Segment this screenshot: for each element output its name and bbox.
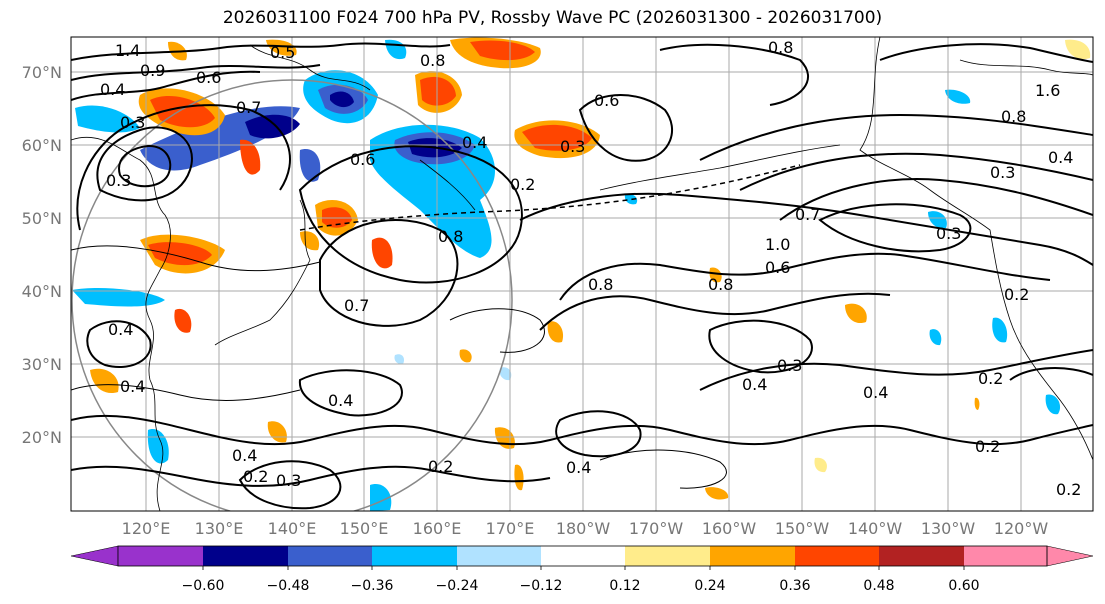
colorbar-cell <box>288 546 372 566</box>
contour-label: 0.4 <box>232 446 257 465</box>
lon-label: 130°E <box>195 519 244 538</box>
lat-label-30n: 30°N <box>22 355 62 374</box>
colorbar-tick: 0.48 <box>863 578 894 594</box>
contour-label: 0.6 <box>350 150 375 169</box>
colorbar-tick: −0.48 <box>267 578 310 594</box>
contour-label: 0.8 <box>420 51 445 70</box>
contour-label: 0.3 <box>106 171 131 190</box>
contour-label: 0.3 <box>276 471 301 490</box>
contour-label: 0.4 <box>742 375 767 394</box>
contour-label: 0.8 <box>1001 107 1026 126</box>
colorbar-cell <box>795 546 879 566</box>
colorbar-tick: −0.12 <box>520 578 563 594</box>
contour-label: 0.7 <box>344 296 369 315</box>
contour-label: 0.3 <box>936 224 961 243</box>
colorbar-tick: 0.12 <box>609 578 640 594</box>
lon-label: 120°E <box>122 519 171 538</box>
lon-label: 120°W <box>994 519 1049 538</box>
contour-label: 0.5 <box>270 43 295 62</box>
lat-label-20n: 20°N <box>22 428 62 447</box>
lon-label: 150°E <box>340 519 389 538</box>
lon-label: 170°E <box>486 519 535 538</box>
contour-label: 0.4 <box>120 377 145 396</box>
lon-label: 150°W <box>775 519 830 538</box>
colorbar-under-arrow <box>70 545 119 567</box>
pv-contours <box>71 42 1093 510</box>
colorbar-cell <box>625 546 710 566</box>
contour-label: 0.6 <box>196 68 221 87</box>
lon-label: 160°W <box>702 519 757 538</box>
contour-label: 0.2 <box>975 437 1000 456</box>
contour-label: 0.3 <box>777 356 802 375</box>
colorbar-cell <box>118 546 203 566</box>
colorbar-tick: −0.24 <box>436 578 479 594</box>
latitude-labels: 70°N 60°N 50°N 40°N 30°N 20°N <box>22 63 62 447</box>
contour-label: 0.2 <box>243 467 268 486</box>
contour-label: 0.6 <box>765 258 790 277</box>
contour-label: 0.9 <box>140 61 165 80</box>
colorbar-cell <box>710 546 795 566</box>
colorbar-cell <box>372 546 457 566</box>
pv-contours-thin <box>71 245 727 489</box>
contour-label: 0.3 <box>990 163 1015 182</box>
contour-label: 0.8 <box>768 38 793 57</box>
colorbar-tick: 0.36 <box>779 578 810 594</box>
colorbar-cell <box>879 546 964 566</box>
lon-label: 130°W <box>921 519 976 538</box>
lon-label: 170°W <box>629 519 684 538</box>
contour-labels: 1.4 0.9 0.6 0.4 0.3 0.7 0.6 0.8 0.4 0.3 … <box>100 38 1081 499</box>
contour-label: 1.0 <box>765 235 790 254</box>
contour-label: 0.4 <box>108 320 133 339</box>
contour-label: 0.4 <box>1048 148 1073 167</box>
colorbar-frame <box>117 545 1048 567</box>
lon-label: 180°W <box>556 519 611 538</box>
contour-label: 0.7 <box>236 98 261 117</box>
contour-label: 0.2 <box>510 175 535 194</box>
colorbar-cell <box>541 546 625 566</box>
contour-label: 0.4 <box>566 458 591 477</box>
lon-label: 140°W <box>848 519 903 538</box>
colorbar: −0.60 −0.48 −0.36 −0.24 −0.12 0.12 0.24 … <box>70 545 1094 594</box>
colorbar-tick: 0.60 <box>948 578 979 594</box>
colorbar-tick: 0.24 <box>694 578 725 594</box>
contour-label: 0.6 <box>594 91 619 110</box>
contour-label: 0.3 <box>120 113 145 132</box>
contour-label: 0.7 <box>795 205 820 224</box>
contour-label: 0.2 <box>1056 480 1081 499</box>
pc-shading <box>72 37 1091 511</box>
colorbar-cell <box>457 546 541 566</box>
coastlines <box>71 37 1093 511</box>
lon-label: 140°E <box>268 519 317 538</box>
contour-label: 0.2 <box>428 457 453 476</box>
lat-label-40n: 40°N <box>22 282 62 301</box>
map-border <box>70 36 1094 512</box>
contour-label: 0.4 <box>462 133 487 152</box>
contour-label: 0.4 <box>863 383 888 402</box>
contour-label: 0.8 <box>708 275 733 294</box>
dashed-track <box>299 164 801 231</box>
contour-label: 0.4 <box>328 391 353 410</box>
lon-label: 160°E <box>413 519 462 538</box>
colorbar-cell <box>964 546 1047 566</box>
contour-label: 0.2 <box>1004 285 1029 304</box>
region-circle <box>71 79 513 511</box>
contour-label: 0.3 <box>560 137 585 156</box>
map-title: 2026031100 F024 700 hPa PV, Rossby Wave … <box>222 8 883 28</box>
contour-label: 0.2 <box>978 369 1003 388</box>
colorbar-over-arrow <box>1046 545 1094 567</box>
contour-label: 1.6 <box>1035 81 1060 100</box>
contour-label: 0.8 <box>588 275 613 294</box>
colorbar-tick: −0.36 <box>351 578 394 594</box>
lat-label-60n: 60°N <box>22 136 62 155</box>
contour-label: 0.8 <box>438 227 463 246</box>
lat-label-70n: 70°N <box>22 63 62 82</box>
lat-label-50n: 50°N <box>22 209 62 228</box>
colorbar-tick: −0.60 <box>182 578 225 594</box>
contour-label: 0.4 <box>100 80 125 99</box>
colorbar-cell <box>203 546 288 566</box>
longitude-labels: 120°E 130°E 140°E 150°E 160°E 170°E 180°… <box>122 519 1049 538</box>
contour-label: 1.4 <box>115 41 140 60</box>
